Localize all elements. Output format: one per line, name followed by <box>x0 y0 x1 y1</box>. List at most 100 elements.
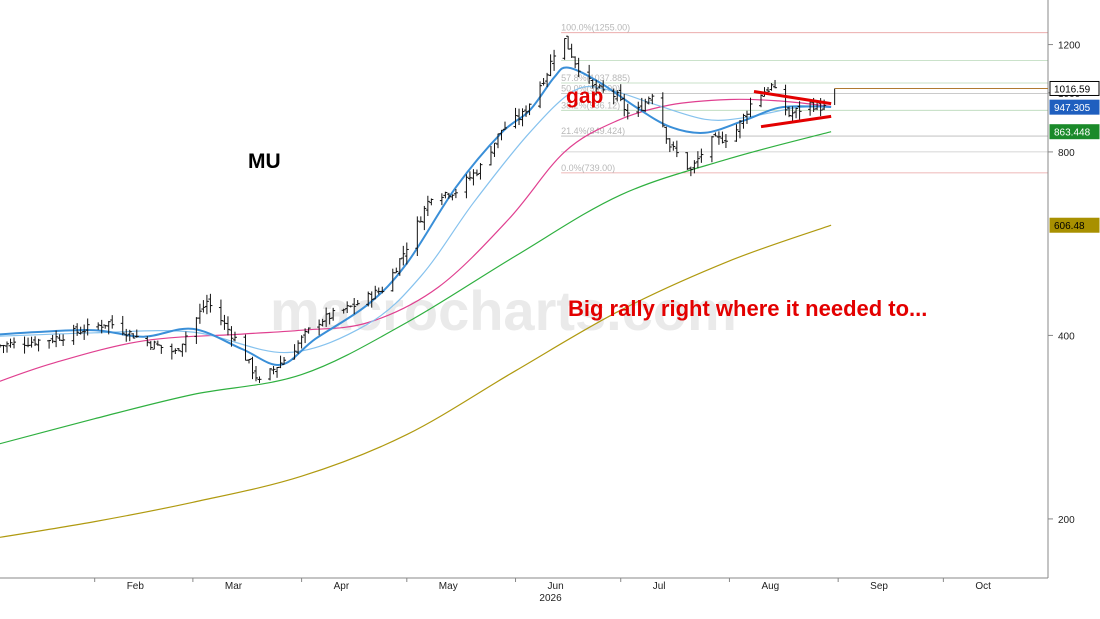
y-tick-label: 400 <box>1058 331 1075 342</box>
ohlc-bar <box>327 312 332 325</box>
ohlc-bar <box>61 334 66 346</box>
x-tick-label: May <box>439 581 458 592</box>
ohlc-bar <box>667 138 672 153</box>
ohlc-bar <box>254 366 259 382</box>
ohlc-bar <box>625 103 630 120</box>
ohlc-bar <box>176 348 181 352</box>
ohlc-bar <box>71 324 76 345</box>
price-tag-label: 606.48 <box>1054 221 1085 232</box>
ohlc-bar <box>660 92 665 128</box>
ohlc-bar <box>54 330 59 348</box>
ohlc-bar <box>439 193 444 206</box>
ohlc-bar <box>741 113 746 129</box>
ohlc-bar <box>5 341 10 353</box>
ohlc-bar <box>75 323 80 336</box>
year-label: 2026 <box>539 593 562 604</box>
ohlc-bar <box>124 328 129 342</box>
price-tag-box <box>1049 124 1100 140</box>
ohlc-bar <box>797 101 802 120</box>
ohlc-bar <box>538 81 543 109</box>
ohlc-bar <box>548 54 553 77</box>
ohlc-bar <box>229 326 234 347</box>
ohlc-bar <box>422 205 427 231</box>
ohlc-bar <box>443 191 448 199</box>
ohlc-bar <box>225 316 230 336</box>
price-tag-label: 863.448 <box>1054 128 1091 139</box>
ohlc-bar <box>268 368 273 381</box>
ohlc-bar <box>671 141 676 151</box>
ohlc-bar <box>685 152 690 170</box>
ohlc-bar <box>453 189 458 199</box>
ohlc-bar <box>699 148 704 163</box>
ohlc-bar <box>723 134 728 148</box>
watermark: macrocharts.com <box>270 279 737 342</box>
ohlc-bar <box>597 84 602 89</box>
ohlc-bar <box>292 344 297 360</box>
ohlc-bar <box>148 340 153 350</box>
price-tags: 1016.59 947.305 863.448 606.48 <box>1049 80 1100 233</box>
ohlc-bar <box>85 318 90 336</box>
ohlc-bar <box>134 329 139 338</box>
ohlc-bar <box>131 333 136 339</box>
ohlc-bar <box>478 162 483 180</box>
ohlc-bar <box>110 315 115 329</box>
triangle-pattern <box>753 90 832 129</box>
ohlc-bar <box>331 307 336 321</box>
ohlc-bar <box>106 320 111 335</box>
ohlc-bars <box>0 35 836 383</box>
fib-label: 50.0%(997.00) <box>561 84 620 94</box>
ohlc-bar <box>173 348 178 355</box>
ohlc-bar <box>246 358 251 364</box>
ohlc-bar <box>306 327 311 334</box>
ohlc-bar <box>12 337 17 349</box>
fib-label: 100.0%(1255.00) <box>561 23 630 33</box>
ohlc-bar <box>713 132 718 137</box>
ohlc-bar <box>345 301 350 314</box>
ohlc-bar <box>29 336 34 348</box>
ohlc-bar <box>615 90 620 102</box>
price-tag-box <box>1049 217 1100 233</box>
ohlc-bar <box>257 376 262 383</box>
ohlc-bar <box>773 79 778 89</box>
ohlc-bar <box>425 195 430 217</box>
ohlc-bar <box>688 166 693 177</box>
ohlc-bar <box>145 336 150 347</box>
price-tag: 606.48 <box>1049 217 1100 233</box>
price-tag: 947.305 <box>1049 99 1100 115</box>
ohlc-bar <box>783 84 788 116</box>
ohlc-bar <box>366 291 371 307</box>
y-tick-label: 1200 <box>1058 41 1081 52</box>
ohlc-bar <box>759 94 764 108</box>
ohlc-bar <box>183 331 188 353</box>
ohlc-bar <box>587 64 592 84</box>
ohlc-bar <box>204 294 209 315</box>
moving-average-line <box>0 66 832 366</box>
ohlc-bar <box>348 305 353 308</box>
ohlc-bar <box>201 300 206 313</box>
ohlc-bar <box>169 343 174 360</box>
ohlc-bar <box>769 83 774 91</box>
ohlc-bar <box>601 80 606 93</box>
ohlc-bar <box>734 124 739 142</box>
ohlc-bar <box>380 286 385 294</box>
ohlc-bar <box>355 299 360 306</box>
ohlc-bar <box>232 331 237 342</box>
x-tick-label: Jul <box>653 581 666 592</box>
ohlc-bar <box>611 88 616 105</box>
ohlc-bar <box>373 285 378 300</box>
ohlc-bar <box>737 120 742 139</box>
ohlc-bar <box>450 194 455 201</box>
ohlc-bar <box>513 107 518 129</box>
moving-average-line <box>0 98 832 382</box>
ohlc-bar <box>317 319 322 336</box>
ohlc-bar <box>152 340 157 350</box>
ohlc-bar <box>401 245 406 266</box>
ohlc-bar <box>552 49 557 71</box>
ohlc-bar <box>646 96 651 105</box>
price-tag-box <box>1049 80 1100 96</box>
rally-annotation: Big rally right where it needed to... <box>568 296 927 321</box>
ohlc-bar <box>404 242 409 265</box>
x-tick-label: Aug <box>761 581 779 592</box>
ohlc-bar <box>720 131 725 144</box>
triangle-upper-line <box>753 90 832 106</box>
